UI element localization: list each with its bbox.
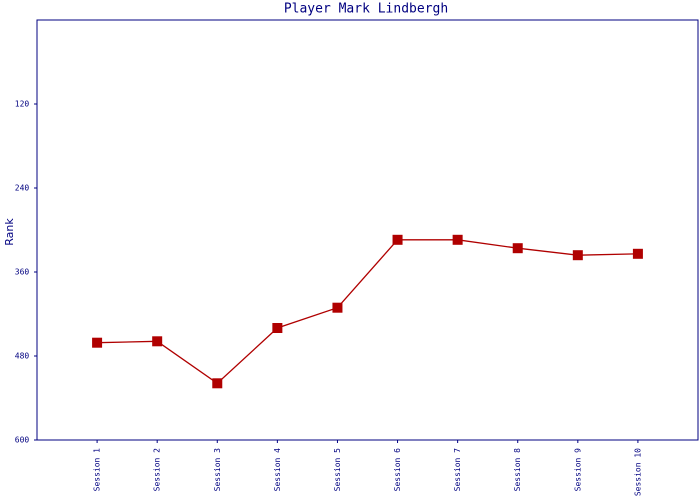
data-point <box>92 337 103 348</box>
x-tick-label: Session 7 <box>453 448 462 492</box>
data-point <box>512 243 523 254</box>
chart-title: Player Mark Lindbergh <box>284 2 448 17</box>
data-point <box>272 323 283 333</box>
series-line <box>97 239 638 385</box>
plot-frame <box>36 19 699 441</box>
x-tick-label: Session 4 <box>273 448 282 492</box>
x-tick-label: Session 6 <box>393 448 402 492</box>
data-point <box>632 248 643 259</box>
data-point <box>572 250 583 261</box>
data-point <box>152 336 163 347</box>
x-tick-label: Session 3 <box>213 448 222 492</box>
data-point <box>212 378 223 389</box>
data-point <box>332 302 343 313</box>
x-tick-label: Session 5 <box>333 448 342 492</box>
data-point <box>392 234 403 245</box>
y-axis-label: Rank <box>3 218 16 246</box>
x-tick-label: Session 2 <box>153 448 162 492</box>
y-tick-label: 120 <box>15 100 30 109</box>
y-tick-label: 600 <box>15 436 30 445</box>
y-tick-label: 480 <box>15 352 30 361</box>
x-tick-label: Session 9 <box>573 448 582 492</box>
data-point <box>452 234 463 245</box>
x-tick-label: Session 8 <box>513 448 522 492</box>
y-tick-label: 360 <box>15 268 30 277</box>
x-tick-label: Session 10 <box>633 448 642 496</box>
y-tick-label: 240 <box>15 184 30 193</box>
x-tick-label: Session 1 <box>93 448 102 492</box>
